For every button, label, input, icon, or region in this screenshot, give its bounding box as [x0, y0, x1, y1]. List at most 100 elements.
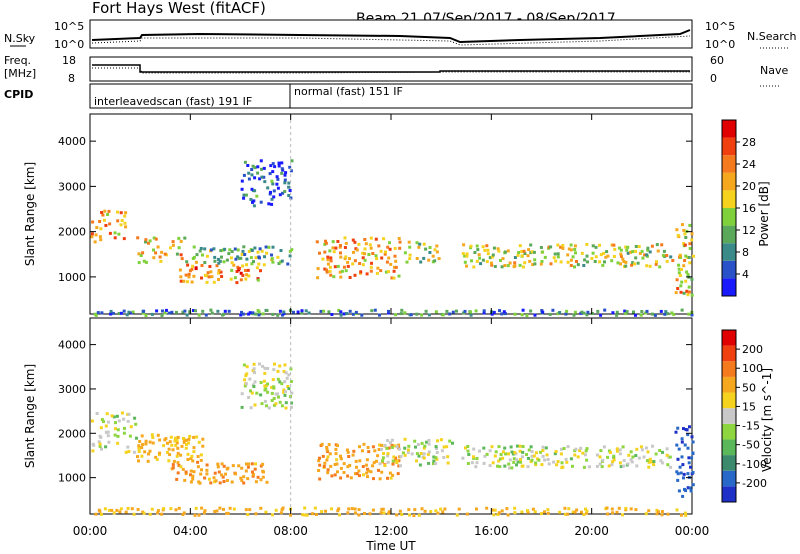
power-echo-cell — [319, 309, 323, 313]
power-echo-cell — [243, 269, 247, 272]
power-echo-cell — [572, 313, 576, 317]
power-echo-cell — [598, 260, 602, 264]
power-echo-cell — [204, 313, 208, 317]
power-echo-cell — [359, 270, 363, 274]
power-echo-cell — [194, 309, 197, 313]
velocity-echo-cell — [104, 430, 108, 434]
velocity-echo-cell — [283, 363, 287, 367]
velocity-echo-cell — [247, 462, 251, 466]
velocity-echo-cell — [567, 507, 571, 511]
velocity-echo-cell — [290, 401, 293, 405]
velocity-echo-cell — [143, 450, 147, 454]
power-echo-cell — [122, 309, 126, 313]
velocity-echo-cell — [333, 463, 337, 466]
power-echo-cell — [580, 310, 584, 314]
velocity-echo-cell — [682, 472, 686, 476]
power-echo-cell — [475, 244, 479, 248]
velocity-echo-cell — [203, 509, 207, 513]
velocity-echo-cell — [584, 449, 588, 453]
velocity-echo-cell — [126, 507, 130, 510]
x-tick-label: 00:00 — [73, 524, 108, 538]
velocity-echo-cell — [357, 513, 361, 517]
velocity-echo-cell — [199, 453, 203, 457]
power-echo-cell — [247, 171, 251, 175]
velocity-echo-cell — [91, 442, 95, 446]
power-echo-cell — [265, 309, 269, 312]
velocity-echo-cell — [563, 512, 567, 516]
power-echo-cell — [497, 249, 501, 253]
power-echo-cell — [518, 244, 522, 248]
power-echo-cell — [244, 277, 248, 281]
velocity-echo-cell — [397, 459, 401, 463]
velocity-echo-cell — [325, 448, 329, 452]
power-echo-cell — [152, 236, 156, 240]
power-echo-cell — [324, 239, 327, 243]
velocity-echo-cell — [146, 459, 150, 463]
velocity-echo-cell — [520, 455, 524, 459]
velocity-echo-cell — [254, 512, 258, 516]
velocity-echo-cell — [552, 460, 556, 464]
power-echo-cell — [284, 171, 288, 175]
velocity-echo-cell — [576, 455, 580, 459]
velocity-echo-cell — [616, 449, 619, 453]
velocity-echo-cell — [162, 507, 166, 511]
velocity-echo-cell — [507, 462, 511, 466]
velocity-echo-cell — [102, 420, 105, 424]
power-echo-cell — [123, 214, 127, 218]
power-echo-cell — [601, 263, 605, 267]
power-echo-cell — [403, 251, 407, 255]
power-echo-cell — [201, 309, 205, 313]
power-echo-cell — [585, 313, 589, 317]
freq-tick-high: 18 — [62, 54, 76, 67]
velocity-echo-cell — [660, 510, 664, 513]
power-echo-cell — [243, 160, 247, 164]
power-echo-cell — [278, 309, 282, 313]
velocity-echo-cell — [177, 463, 181, 467]
power-echo-cell — [213, 259, 217, 263]
velocity-echo-cell — [189, 480, 193, 484]
power-echo-cell — [328, 269, 332, 273]
x-tick-label: 00:00 — [675, 524, 710, 538]
power-echo-cell — [338, 245, 342, 249]
velocity-echo-cell — [192, 446, 196, 450]
velocity-echo-cell — [378, 443, 381, 447]
power-echo-cell — [684, 279, 688, 283]
power-echo-cell — [662, 249, 666, 253]
velocity-echo-cell — [270, 399, 274, 402]
velocity-echo-cell — [422, 452, 426, 456]
power-echo-cell — [428, 246, 432, 249]
velocity-echo-cell — [521, 464, 525, 468]
velocity-echo-cell — [285, 376, 289, 380]
power-echo-cell — [533, 313, 537, 317]
power-echo-cell — [492, 246, 496, 250]
velocity-echo-cell — [325, 458, 329, 462]
velocity-echo-cell — [180, 444, 184, 448]
velocity-echo-cell — [375, 459, 378, 463]
velocity-echo-cell — [529, 445, 533, 449]
velocity-echo-cell — [115, 508, 119, 512]
power-echo-cell — [144, 240, 147, 244]
velocity-echo-cell — [389, 441, 392, 445]
power-echo-cell — [351, 312, 355, 316]
power-echo-cell — [339, 255, 343, 259]
velocity-echo-cell — [357, 469, 361, 473]
power-echo-cell — [342, 265, 346, 269]
velocity-echo-cell — [432, 459, 436, 463]
power-echo-cell — [344, 241, 348, 245]
velocity-echo-cell — [472, 455, 475, 459]
velocity-echo-cell — [322, 464, 326, 468]
power-echo-cell — [185, 260, 189, 264]
velocity-echo-cell — [190, 454, 194, 458]
velocity-echo-cell — [320, 442, 324, 446]
velocity-echo-cell — [355, 465, 358, 469]
power-echo-cell — [290, 159, 294, 163]
velocity-echo-cell — [630, 460, 634, 464]
power-echo-cell — [378, 313, 381, 317]
power-echo-cell — [379, 249, 383, 253]
power-echo-cell — [370, 261, 373, 265]
power-echo-cell — [267, 202, 271, 206]
velocity-echo-cell — [382, 452, 385, 455]
power-echo-cell — [371, 252, 375, 255]
power-echo-cell — [626, 251, 630, 255]
power-echo-cell — [348, 309, 352, 313]
